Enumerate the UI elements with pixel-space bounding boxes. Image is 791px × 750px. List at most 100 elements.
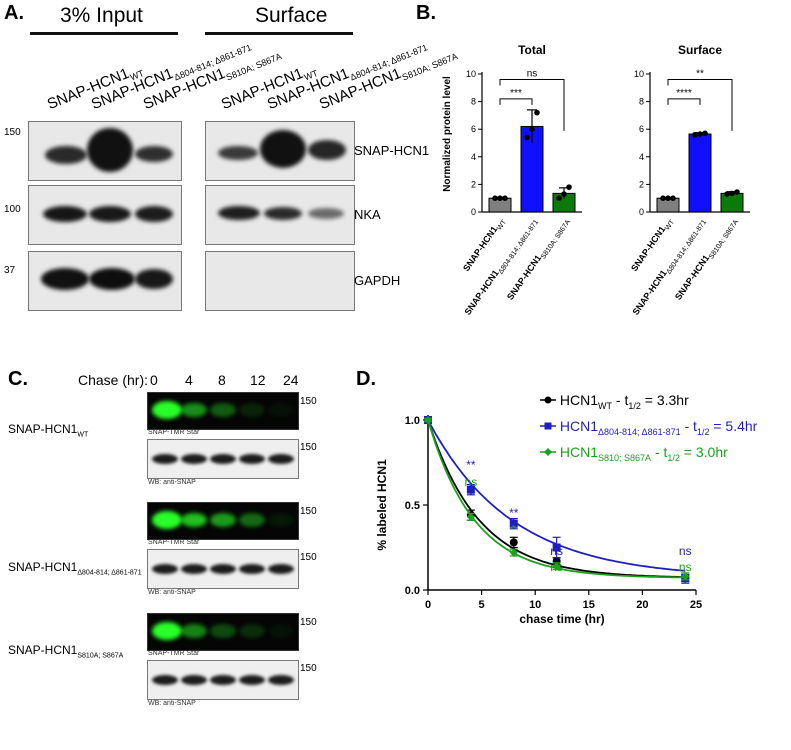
b-ylabel: Normalized protein level: [442, 76, 453, 192]
wb-band: [152, 564, 178, 574]
significance-label: ns: [465, 475, 478, 489]
x-tick-label: 20: [636, 599, 648, 611]
data-point: [509, 519, 518, 528]
timepoint-label: 4: [185, 372, 193, 388]
blot-surface-gapdh: [205, 251, 355, 311]
y-tick-label: 10: [466, 69, 476, 79]
legend-s810-value: = 3.0hr: [679, 443, 728, 460]
x-tick-label: 0: [425, 599, 431, 611]
sig-label: ****: [676, 88, 692, 99]
data-point: [734, 189, 740, 195]
y-tick-label: 2: [639, 179, 644, 189]
x-label-sub: WT: [496, 218, 508, 232]
western-blot: [147, 549, 299, 589]
wb-band: [181, 675, 207, 685]
legend-wt-name: HCN1: [559, 392, 599, 408]
legend-del-value: = 5.4hr: [709, 417, 758, 434]
wb-band: [210, 675, 236, 685]
significance-label: ns: [679, 544, 692, 558]
gel-band: [181, 513, 207, 527]
mw-150: 150: [4, 127, 21, 138]
y-tick-label: 8: [471, 97, 476, 107]
wb-caption: WB: anti-SNAP: [148, 700, 196, 707]
gel-caption: SNAP-TMR Star: [148, 429, 200, 436]
significance-label: ns: [550, 544, 563, 558]
x-label-sub: WT: [664, 218, 676, 232]
mw-37: 37: [4, 265, 16, 276]
y-tick-label: 0: [471, 207, 476, 217]
wb-band: [152, 675, 178, 685]
y-tick-label: 8: [639, 97, 644, 107]
data-point: [509, 538, 518, 547]
data-point: [466, 485, 475, 494]
data-point: [561, 191, 567, 197]
legend-wt-value: = 3.3hr: [640, 392, 689, 408]
condition-label: SNAP-HCN1S810A; S867A: [8, 643, 123, 659]
y-tick-label: 4: [471, 152, 476, 162]
mw-100: 100: [4, 204, 21, 215]
legend-marker-diamond-icon: [540, 447, 556, 456]
x-tick-label: 25: [690, 599, 702, 611]
timepoint-label: 24: [283, 372, 299, 388]
gel-band: [210, 624, 236, 638]
mw-150-label: 150: [300, 506, 317, 517]
x-axis-label: chase time (hr): [519, 612, 604, 626]
x-tick-label: 10: [529, 599, 541, 611]
data-point: [524, 134, 530, 141]
condition-sub: WT: [77, 431, 89, 439]
decay-plot-area: 0.0 0.5 1.0 0 5 10 15 20 25 chase time (hr) % labe…: [375, 415, 702, 626]
blot-input-nka: [28, 185, 182, 245]
sig-label: ***: [510, 88, 522, 99]
gel-band: [152, 511, 182, 529]
surface-header: Surface: [255, 4, 328, 27]
y-axis-label: % labeled HCN1: [375, 459, 389, 551]
chart-title: Total: [518, 43, 546, 57]
sig-bracket: [499, 98, 533, 105]
data-point: [552, 562, 561, 571]
timepoint-label: 0: [150, 372, 158, 388]
panel-b-charts: Normalized protein level Total0246810***…: [442, 43, 750, 317]
x-label-sub: S810A; S867A: [708, 219, 740, 261]
data-point: [552, 543, 561, 552]
legend-wt-half: 1/2: [628, 400, 641, 411]
blot-input-snap-hcn1: [28, 121, 182, 181]
y-tick-label: 6: [639, 124, 644, 134]
input-header: 3% Input: [60, 4, 143, 27]
mw-150-label: 150: [300, 617, 317, 628]
y-tick-label: 10: [634, 69, 644, 79]
condition-label: SNAP-HCN1WT: [8, 422, 88, 438]
legend-s810-name: HCN1: [559, 443, 599, 460]
protein-label-snap-hcn1: SNAP-HCN1: [354, 143, 430, 158]
western-blot: [147, 660, 299, 700]
data-point: [566, 184, 572, 190]
y-tick-label: 2: [471, 179, 476, 189]
wb-caption: WB: anti-SNAP: [148, 479, 196, 486]
fluorescent-gel: [147, 613, 299, 651]
fluorescent-gel: [147, 392, 299, 430]
legend-wt-t: - t: [612, 392, 629, 408]
sig-label: **: [696, 69, 704, 80]
data-point: [509, 548, 518, 557]
y-tick-label: 4: [639, 152, 644, 162]
condition-label: SNAP-HCN1Δ804-814; Δ861-871: [8, 560, 142, 576]
mw-150-label: 150: [300, 396, 317, 407]
wb-band: [239, 454, 265, 464]
data-point: [529, 126, 535, 132]
gel-band: [268, 624, 294, 638]
significance-label: **: [466, 458, 476, 472]
legend-s810-sub: S810; S867A: [598, 452, 652, 463]
condition-sub: S810A; S867A: [77, 652, 124, 660]
data-point: [660, 195, 666, 201]
y-tick-label: 0.5: [405, 500, 420, 512]
gel-band: [239, 624, 265, 638]
legend-del-half: 1/2: [696, 426, 710, 437]
x-tick-label: 5: [479, 599, 485, 611]
surface-underline: [205, 32, 353, 35]
gel-band: [152, 401, 182, 419]
timepoint-label: 8: [218, 372, 226, 388]
panel-b-letter: B.: [416, 2, 436, 24]
data-point: [424, 416, 432, 424]
wb-band: [239, 675, 265, 685]
bar-chart-surface: Surface0246810******SNAP-HCN1WTSNAP-HCN1…: [629, 43, 750, 317]
data-point: [702, 130, 708, 137]
